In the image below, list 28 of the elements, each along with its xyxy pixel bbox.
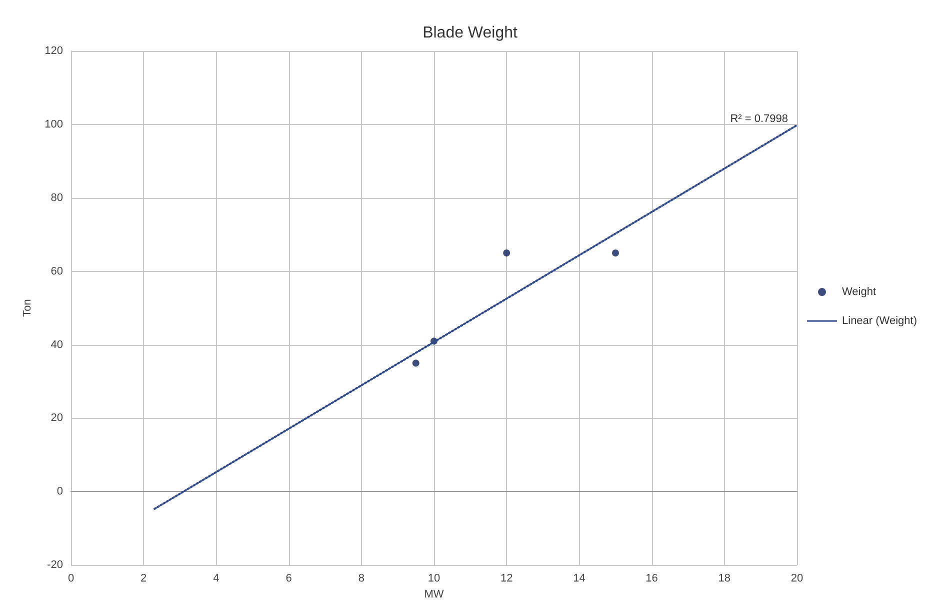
x-tick-label: 20 <box>790 572 804 585</box>
y-tick-label: 80 <box>50 192 63 204</box>
x-tick-label: 10 <box>428 572 440 585</box>
point <box>612 249 619 256</box>
x-tick-label: 2 <box>140 572 147 585</box>
y-tick-label: 60 <box>50 265 63 278</box>
x-tick-label: 16 <box>646 572 658 585</box>
x-tick-label: 0 <box>68 572 74 585</box>
legend-label: Weight <box>842 286 876 298</box>
x-tick-label: 14 <box>573 572 586 585</box>
y-tick-label: -20 <box>47 559 63 572</box>
y-tick-label: 100 <box>44 118 63 130</box>
chart-title: Blade Weight <box>422 24 518 42</box>
x-tick-label: 8 <box>358 572 364 585</box>
y-tick-label: 40 <box>50 338 63 351</box>
x-tick-label: 6 <box>286 572 292 585</box>
y-axis-title: Ton <box>22 299 34 317</box>
legend-label: Linear (Weight) <box>842 315 918 327</box>
x-tick-label: 12 <box>500 572 513 585</box>
point <box>412 360 420 367</box>
x-tick-label: 4 <box>213 572 220 585</box>
y-tick-label: 20 <box>50 412 63 424</box>
annotation: R² = 0.7998 <box>730 112 788 125</box>
x-axis-title: MW <box>424 588 444 600</box>
y-tick-label: 120 <box>44 45 63 57</box>
point <box>503 249 510 256</box>
y-tick-label: 0 <box>56 486 63 498</box>
x-tick-label: 18 <box>718 572 731 585</box>
